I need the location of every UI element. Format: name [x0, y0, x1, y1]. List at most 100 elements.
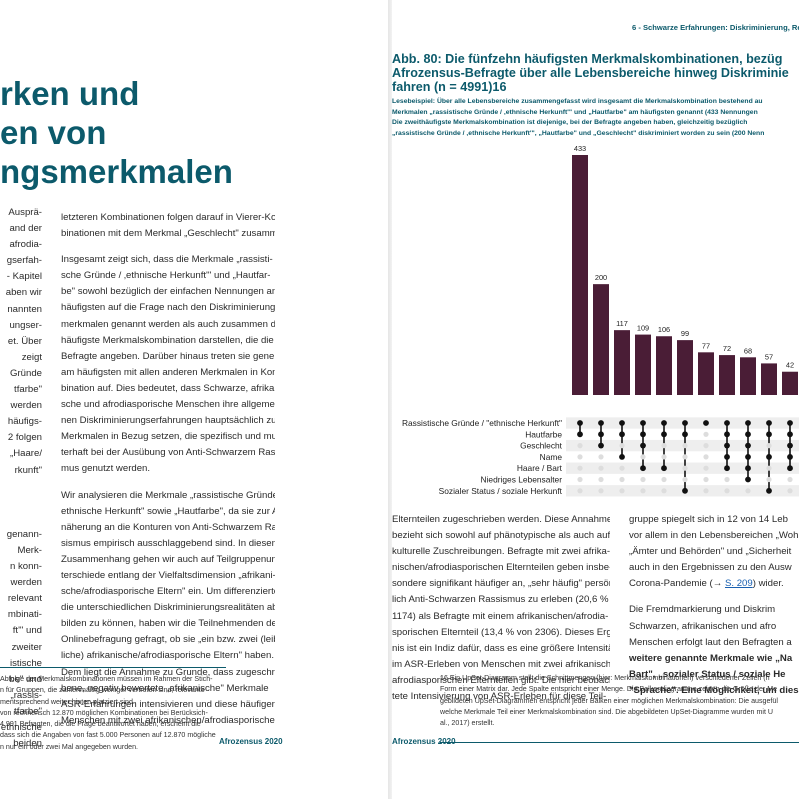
- matrix-dot-empty: [682, 465, 688, 471]
- matrix-dot-filled: [598, 442, 604, 449]
- text-line: näherung an die Konturen von Anti-Schwar…: [61, 521, 275, 533]
- text-fragment: Corona-Pandemie (→: [629, 578, 725, 590]
- matrix-dot-filled: [787, 420, 793, 426]
- text-line: bene, negativ bewertete „afrikanische" M…: [61, 682, 269, 694]
- footnote-line: dass sich die Angaben von fast 5.000 Per…: [0, 731, 216, 740]
- text-line: beiden: [13, 738, 42, 750]
- text-line: liche) afrikanische/afrodiasporische Elt…: [61, 650, 274, 662]
- text-line: ethnische: [0, 722, 42, 733]
- set-label: Niedriges Lebensalter: [481, 475, 563, 485]
- title-line: ngsmerkmalen: [0, 153, 233, 190]
- text-line: - Kapitel: [6, 271, 42, 283]
- matrix-dot-filled: [724, 431, 730, 438]
- bar-value-label: 200: [595, 273, 607, 282]
- footnote-line: 16 Ein UpSet-Diagramm stellt die Schnitt…: [440, 674, 770, 682]
- reading-line: „rassistische Gründe / ‚ethnische Herkun…: [392, 129, 765, 137]
- matrix-dot-empty: [703, 465, 709, 471]
- text-line: sche und afrodiasporische Menschen ihre …: [61, 399, 275, 411]
- matrix-dot-filled: [745, 454, 751, 460]
- paragraph: gruppe spiegelt sich in 12 von 14 Leb vor…: [629, 512, 799, 592]
- right-text-column-2: gruppe spiegelt sich in 12 von 14 Leb vor…: [629, 512, 799, 709]
- matrix-dot-filled: [766, 487, 772, 494]
- footnote-line: von rechnerisch 12.870 möglichen Kombina…: [0, 708, 208, 717]
- matrix-dot-filled: [640, 420, 646, 426]
- text-line: kulturelle Zuschreibungen. Befragte mit …: [392, 546, 610, 558]
- matrix-dot-empty: [598, 465, 604, 471]
- matrix-dot-filled: [724, 420, 730, 426]
- matrix-dot-filled: [745, 420, 751, 426]
- text-line: nen Diskriminierungserfahrungen hauptsäc…: [61, 415, 275, 427]
- footnote-line: 4.991 Befragten, die die Frage beantwort…: [0, 720, 201, 729]
- page-footer: Afrozensus 2020: [219, 737, 283, 746]
- matrix-dot-filled: [724, 454, 730, 460]
- text-line: mbinati-: [7, 609, 42, 621]
- bar: [635, 334, 651, 395]
- matrix-dot-empty: [703, 454, 709, 460]
- matrix-dot-empty: [703, 443, 709, 449]
- page-reference-link[interactable]: S. 209: [724, 578, 753, 590]
- text-line: zeigt: [21, 351, 42, 363]
- text-line: istische: [10, 657, 42, 669]
- bar: [740, 357, 756, 395]
- bar-value-label: 57: [765, 352, 773, 361]
- matrix-dot-filled: [577, 420, 583, 426]
- text-line: gruppe spiegelt sich in 12 von 14 Leb: [629, 514, 788, 525]
- matrix-dot-empty: [661, 476, 667, 483]
- text-line: sondere signifikant häufiger an, „sehr h…: [392, 578, 610, 590]
- text-line: Ausprä-: [8, 207, 42, 218]
- matrix-dot-empty: [724, 476, 730, 483]
- text-line: die unterschiedlichen Diskriminierungsre…: [61, 602, 275, 614]
- bar-value-label: 433: [574, 144, 586, 153]
- matrix-dot-filled: [745, 431, 751, 438]
- text-line: weitere genannte Merkmale wie „Na: [629, 652, 793, 664]
- bar: [782, 371, 798, 395]
- text-line: relevant: [7, 593, 42, 605]
- text-line: häufigsten auf die Frage nach den Diskri…: [61, 302, 275, 314]
- matrix-dot-filled: [766, 431, 772, 438]
- text-line: häufigste Merkmalskombination darstellen…: [61, 334, 274, 346]
- middle-text-column: letzteren Kombinationen folgen darauf in…: [61, 210, 275, 739]
- figure-title-line: fahren (n = 4991)16: [392, 80, 507, 95]
- bar-value-label: 68: [744, 346, 752, 355]
- figure-title-line: Abb. 80: Die fünfzehn häufigsten Merkmal…: [392, 52, 783, 66]
- matrix-dot-filled: [682, 420, 688, 426]
- text-line: tete Intensivierung von ASR-Erleben für …: [392, 691, 607, 703]
- text-line: letzteren Kombinationen folgen darauf in…: [61, 212, 275, 223]
- bar-value-label: 117: [616, 319, 628, 328]
- bar-group: [572, 155, 798, 395]
- matrix-dot-filled: [787, 431, 793, 438]
- matrix-dot-empty: [703, 488, 709, 494]
- text-line: auch in den Ergebnissen zu den Ausw: [629, 562, 792, 574]
- right-text-column-1: Elternteilen zugeschrieben werden. Diese…: [392, 512, 610, 705]
- text-line: Corona-Pandemie (→ S. 209) wider.: [629, 576, 799, 592]
- text-line: Bart", „sozialer Status / soziale He: [629, 668, 786, 680]
- matrix-dot-empty: [766, 465, 772, 471]
- text-line: tfarbe": [14, 384, 42, 396]
- set-name-group: Rassistische Gründe / "ethnische Herkunf…: [402, 418, 563, 496]
- text-line: binationen mit dem Merkmal „Geschlecht" …: [61, 228, 275, 240]
- matrix-dot-empty: [598, 454, 604, 460]
- matrix-dot-filled: [619, 431, 625, 438]
- text-line: tfarbe": [14, 705, 42, 717]
- footnote-line: al., 2017) erstellt.: [440, 719, 495, 728]
- text-line: gserfah-: [6, 255, 42, 267]
- matrix-dot-filled: [682, 431, 688, 438]
- text-line: Wir analysieren die Merkmale „rassistisc…: [61, 489, 275, 501]
- bar: [593, 284, 609, 395]
- text-line: lich Anti-Schwarzen Rassismus zu erleben…: [392, 594, 610, 606]
- bar: [677, 340, 693, 395]
- matrix-dot-filled: [598, 431, 604, 438]
- bar-value-label: 99: [681, 329, 689, 338]
- footnote-rule: [440, 742, 799, 743]
- matrix-dot-filled: [619, 454, 625, 460]
- matrix-dot-empty: [661, 443, 667, 449]
- matrix-dot-filled: [745, 476, 751, 483]
- text-line: Merk-: [17, 544, 42, 556]
- text-line: Befragte angeben. Darüber hinaus treten …: [61, 350, 275, 362]
- matrix-dot-filled: [577, 431, 583, 438]
- matrix-dot-empty: [661, 488, 667, 494]
- footnote-line: welche Merkmale Teil einer Merkmalskombi…: [440, 707, 774, 716]
- text-line: ft'" und: [12, 625, 42, 637]
- text-line: ASR-Erfahrungen intensivieren und diese …: [61, 698, 275, 710]
- matrix-dot-empty: [640, 476, 646, 483]
